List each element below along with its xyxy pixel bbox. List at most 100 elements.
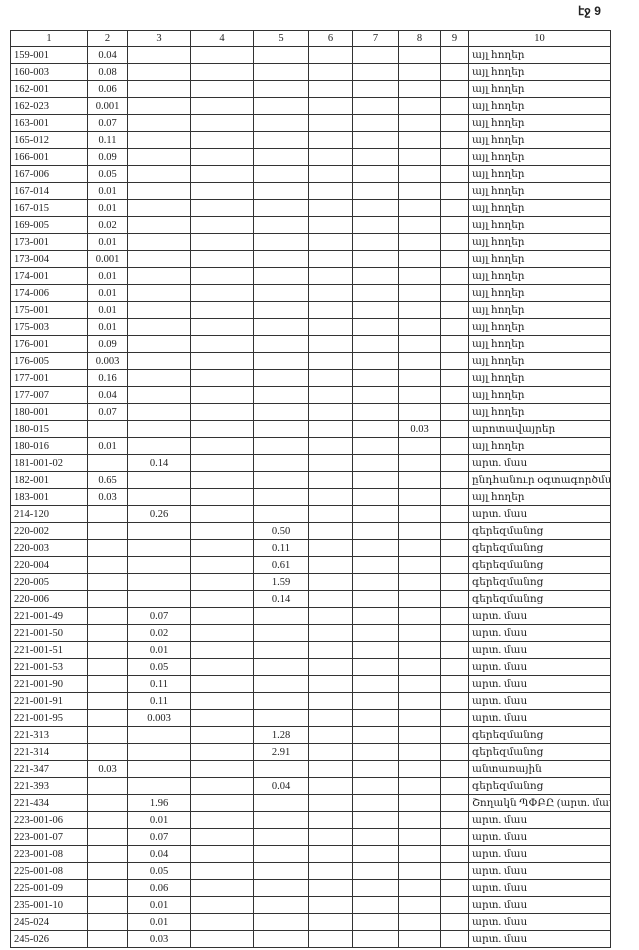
table-cell xyxy=(308,114,353,132)
table-cell xyxy=(253,471,309,489)
table-row: 176-001 0.09 այլ հողեր xyxy=(10,335,611,353)
header-cell: 8 xyxy=(398,30,441,47)
table-cell xyxy=(352,471,399,489)
table-cell xyxy=(190,97,254,115)
table-cell xyxy=(190,896,254,914)
table-cell xyxy=(190,522,254,540)
table-cell xyxy=(190,488,254,506)
table-cell xyxy=(87,811,128,829)
table-cell xyxy=(127,216,191,234)
table-cell xyxy=(398,80,441,98)
table-row: 221-001-95 0.003 արտ. մաս xyxy=(10,709,611,727)
table-cell xyxy=(352,403,399,421)
table-cell xyxy=(440,658,469,676)
table-cell xyxy=(352,709,399,727)
table-cell xyxy=(253,437,309,455)
table-row: 162-001 0.06 այլ հողեր xyxy=(10,80,611,98)
table-cell xyxy=(308,658,353,676)
table-cell: 220-004 xyxy=(10,556,88,574)
table-cell xyxy=(440,97,469,115)
table-cell xyxy=(190,403,254,421)
table-cell xyxy=(352,114,399,132)
table-cell: 165-012 xyxy=(10,131,88,149)
table-cell xyxy=(398,216,441,234)
table-cell: 182-001 xyxy=(10,471,88,489)
table-cell: այլ հողեր xyxy=(468,437,611,455)
table-cell xyxy=(253,930,309,948)
table-cell: 0.03 xyxy=(398,420,441,438)
table-cell: 0.11 xyxy=(127,692,191,710)
table-cell: 167-015 xyxy=(10,199,88,217)
table-row: 167-015 0.01 այլ հողեր xyxy=(10,199,611,217)
table-cell xyxy=(127,726,191,744)
table-cell xyxy=(308,828,353,846)
table-cell xyxy=(398,369,441,387)
table-cell xyxy=(190,131,254,149)
table-cell xyxy=(127,148,191,166)
table-cell xyxy=(253,182,309,200)
table-cell xyxy=(253,811,309,829)
table-cell xyxy=(352,165,399,183)
table-cell xyxy=(190,556,254,574)
table-cell xyxy=(398,335,441,353)
table-cell xyxy=(308,63,353,81)
table-cell xyxy=(398,675,441,693)
table-cell: 221-001-91 xyxy=(10,692,88,710)
table-cell xyxy=(127,182,191,200)
table-cell: գերեզմանոց xyxy=(468,522,611,540)
table-cell xyxy=(440,301,469,319)
table-cell: 245-024 xyxy=(10,913,88,931)
table-cell xyxy=(398,488,441,506)
table-cell: 181-001-02 xyxy=(10,454,88,472)
table-cell xyxy=(352,692,399,710)
table-cell xyxy=(190,641,254,659)
table-cell xyxy=(440,284,469,302)
table-cell xyxy=(308,267,353,285)
table-cell: 0.11 xyxy=(253,539,309,557)
table-row: 175-001 0.01 այլ հողեր xyxy=(10,301,611,319)
table-cell: արտ. մաս xyxy=(468,828,611,846)
table-cell xyxy=(352,845,399,863)
table-cell xyxy=(352,369,399,387)
header-cell: 2 xyxy=(87,30,128,47)
table-cell xyxy=(352,896,399,914)
table-cell xyxy=(308,148,353,166)
table-row: 221-434 1.96 Շողակն ՊՓԲԸ (արտ. մաս) xyxy=(10,794,611,812)
table-cell xyxy=(308,165,353,183)
table-cell xyxy=(352,624,399,642)
table-cell xyxy=(190,148,254,166)
table-cell: 176-001 xyxy=(10,335,88,353)
table-cell xyxy=(87,709,128,727)
table-cell xyxy=(352,862,399,880)
table-cell xyxy=(440,131,469,149)
table-cell xyxy=(440,913,469,931)
table-cell xyxy=(440,437,469,455)
table-cell xyxy=(253,675,309,693)
table-cell xyxy=(440,845,469,863)
table-cell xyxy=(308,352,353,370)
table-cell xyxy=(190,743,254,761)
table-row: 221-001-51 0.01 արտ. մաս xyxy=(10,641,611,659)
table-cell: ընդհանուր օգտագործման xyxy=(468,471,611,489)
table-cell: 0.01 xyxy=(87,437,128,455)
table-cell xyxy=(190,505,254,523)
table-cell xyxy=(253,403,309,421)
table-cell xyxy=(127,284,191,302)
table-cell xyxy=(352,930,399,948)
table-cell xyxy=(352,539,399,557)
table-row: 220-006 0.14 գերեզմանոց xyxy=(10,590,611,608)
table-cell xyxy=(352,420,399,438)
table-cell xyxy=(352,267,399,285)
table-cell xyxy=(253,896,309,914)
table-cell xyxy=(440,352,469,370)
table-cell xyxy=(253,420,309,438)
table-cell xyxy=(253,46,309,64)
table-cell xyxy=(190,573,254,591)
table-cell: 0.05 xyxy=(87,165,128,183)
table-cell xyxy=(352,607,399,625)
table-cell xyxy=(190,879,254,897)
table-cell: 220-003 xyxy=(10,539,88,557)
table-cell: 1.59 xyxy=(253,573,309,591)
table-cell xyxy=(253,607,309,625)
table-cell xyxy=(127,114,191,132)
